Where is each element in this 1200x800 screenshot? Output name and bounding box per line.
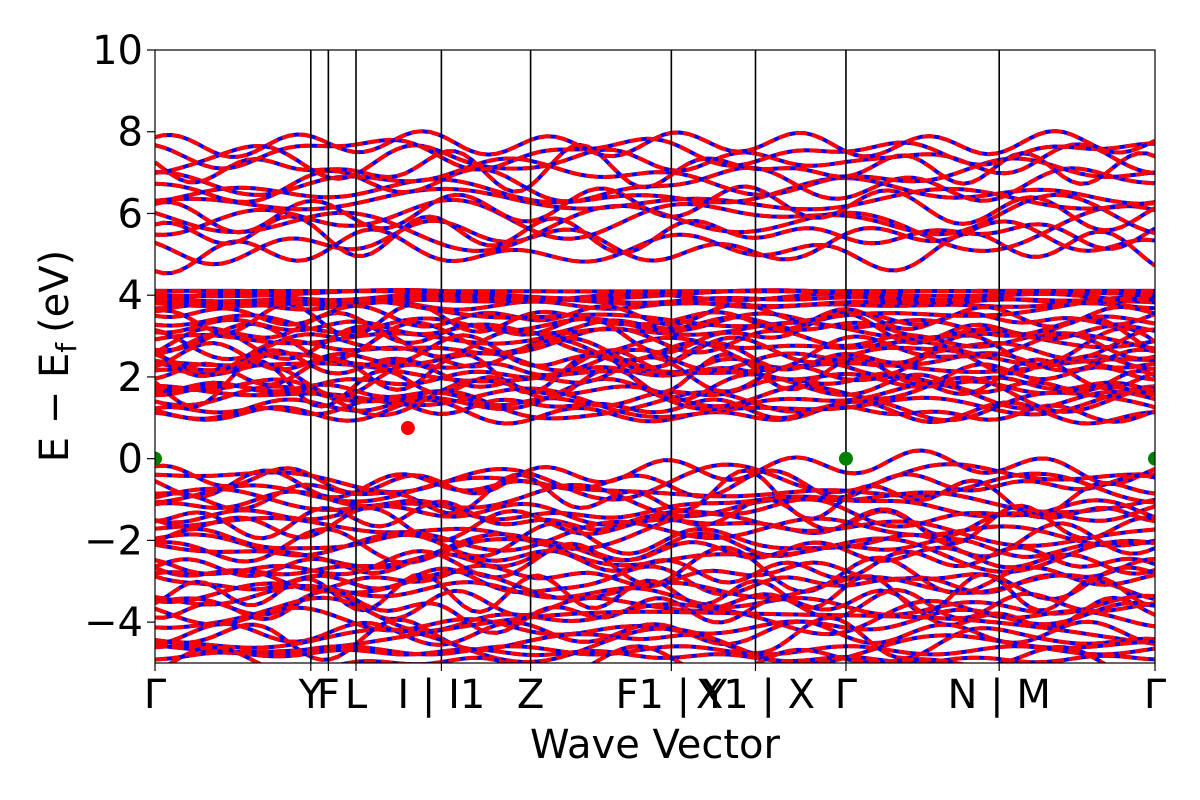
x-tick-label: X1 | X: [696, 672, 815, 718]
band-line-spin-down: [155, 301, 1155, 329]
band-line-spin-up: [155, 175, 1155, 206]
band-line-spin-down: [155, 128, 1155, 159]
vbm-marker: [155, 451, 162, 466]
vbm-marker: [1148, 451, 1155, 466]
band-line-spin-down: [155, 186, 1155, 212]
x-tick-label: Z: [517, 672, 544, 718]
band-line-spin-down: [155, 218, 1155, 267]
x-axis-label: Wave Vector: [530, 722, 781, 768]
x-tick-label: Y: [298, 672, 324, 718]
plot-frame: [154, 49, 1156, 664]
x-tick-label: N | M: [948, 672, 1051, 718]
band-line-spin-down: [155, 288, 1155, 301]
band-line-spin-down: [155, 327, 1155, 370]
band-line-spin-down: [155, 396, 1155, 424]
band-line-spin-down: [155, 348, 1155, 378]
band-line-spin-down: [155, 609, 1155, 654]
y-axis-ticks: 10 8 6 4 2 0 −2 −4: [84, 28, 155, 646]
band-line-spin-down: [155, 294, 1155, 305]
band-line-spin-down: [155, 545, 1155, 585]
band-line-spin-down: [155, 462, 1155, 502]
vbm-marker: [838, 451, 853, 466]
high-symmetry-lines: [310, 50, 1000, 663]
band-line-spin-down: [155, 397, 1155, 426]
band-line-spin-down: [155, 615, 1155, 662]
band-line-spin-down: [155, 569, 1155, 604]
band-line-spin-down: [155, 587, 1155, 635]
cbm-marker: [400, 421, 415, 436]
band-line-spin-up: [167, 644, 1108, 663]
band-line-spin-down: [155, 357, 1155, 384]
band-line-spin-down: [155, 471, 1155, 505]
y-axis-label: E − Ef (eV): [32, 250, 83, 463]
y-tick-label: 8: [118, 110, 143, 156]
y-axis-label-unit: (eV): [32, 250, 78, 333]
band-line-spin-down: [155, 516, 1155, 558]
band-line-spin-down: [155, 142, 1155, 181]
x-tick-label: F: [317, 672, 340, 718]
band-line-spin-down: [155, 540, 1155, 578]
band-line-spin-down: [155, 192, 1155, 241]
band-line-spin-down: [155, 184, 1155, 235]
x-tick-label: I | I1: [397, 672, 485, 718]
band-line-spin-down: [155, 626, 1155, 663]
x-tick-label: F1 | Y: [615, 672, 727, 718]
band-line-spin-down: [155, 296, 1155, 329]
y-tick-label: −4: [84, 600, 143, 646]
band-line-spin-up: [155, 218, 1155, 267]
x-axis-ticks: Γ YF L I | I1 Z F1 | YX1 | X Γ N | M Γ: [144, 663, 1167, 718]
y-tick-label: 4: [118, 273, 143, 319]
x-tick-label: Γ: [835, 672, 858, 718]
band-line-spin-down: [155, 448, 1155, 496]
y-tick-label: 10: [92, 28, 143, 74]
band-line-spin-up: [155, 311, 1155, 338]
band-line-spin-down: [155, 383, 1155, 420]
band-line-spin-down: [155, 489, 1155, 523]
band-line-spin-down: [155, 320, 1155, 362]
x-tick-label: L: [345, 672, 368, 718]
band-line-spin-down: [155, 468, 1155, 521]
band-line-spin-down: [155, 572, 1155, 615]
y-tick-label: 6: [118, 191, 143, 237]
band-line-spin-down: [155, 527, 1155, 565]
y-axis-label-main: E − E: [32, 353, 78, 463]
band-line-spin-down: [155, 497, 1155, 541]
band-line-spin-down: [155, 647, 1155, 663]
band-line-spin-down: [155, 288, 1155, 294]
x-tick-label: Γ: [1144, 672, 1167, 718]
y-axis-label-sub: f: [50, 342, 83, 353]
band-line-spin-up: [155, 580, 1155, 617]
x-tick-label: Γ: [144, 672, 167, 718]
y-tick-label: −2: [84, 518, 143, 564]
band-edge-markers: [155, 421, 1155, 466]
y-tick-label: 0: [118, 437, 143, 483]
y-tick-label: 2: [118, 355, 143, 401]
band-line-spin-down: [155, 214, 1155, 259]
band-line-spin-up: [155, 315, 1155, 342]
band-line-spin-down: [155, 503, 1155, 546]
band-lines: [155, 128, 1155, 663]
band-line-spin-down: [155, 350, 1155, 395]
band-line-spin-down: [155, 355, 1155, 399]
